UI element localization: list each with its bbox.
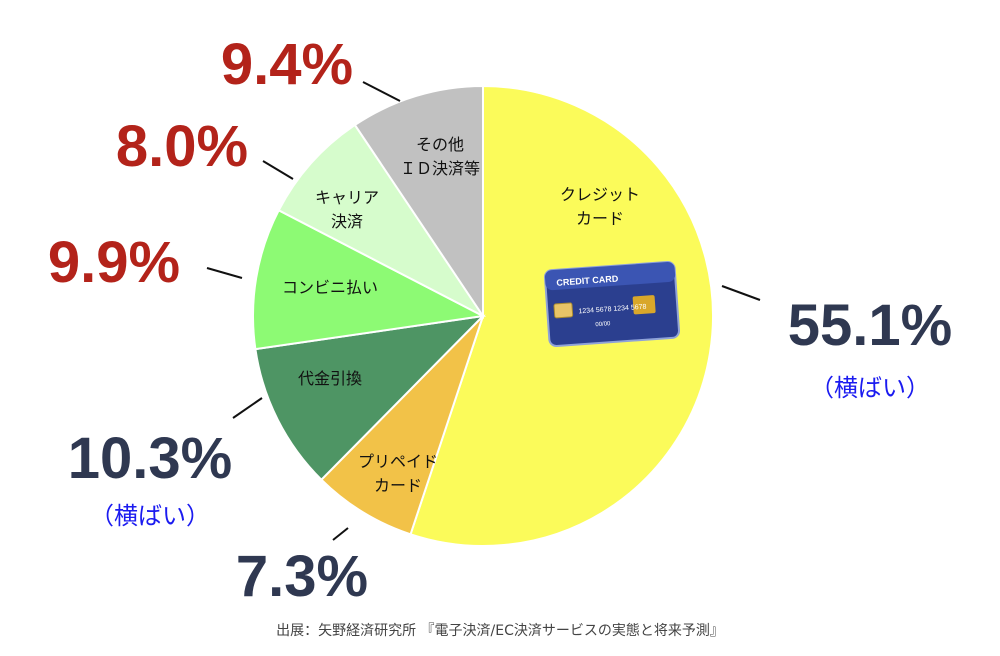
slice-label-1: プリペイドカード: [358, 452, 438, 495]
percent-label-1: 7.3%: [236, 544, 368, 609]
leader-line-2: [232, 397, 263, 419]
percent-label-4: 8.0%: [116, 114, 248, 179]
card-expiry: 00/00: [595, 321, 611, 328]
card-band: [544, 262, 676, 291]
pie-slice-4: [277, 123, 484, 317]
pie-slice-1: [319, 315, 484, 536]
trend-note-0: （横ばい）: [810, 374, 930, 402]
slice-label-2: 代金引換: [298, 369, 362, 388]
percent-label-3: 9.9%: [48, 230, 180, 295]
pie-slice-5: [353, 84, 484, 320]
percent-label-5: 9.4%: [221, 32, 353, 97]
trend-note-2: （横ばい）: [90, 502, 210, 530]
percent-label-2: 10.3%: [68, 426, 232, 491]
leader-line-5: [362, 81, 401, 102]
card-number: 1234 5678 1234 5678: [578, 304, 647, 316]
slice-label-0: クレジットカード: [560, 185, 640, 228]
slice-label-3: コンビニ払い: [282, 278, 378, 297]
leader-line-3: [206, 267, 243, 279]
card-chip: [553, 302, 574, 319]
pie-slice-3: [252, 208, 487, 351]
credit-card-icon: CREDIT CARD 1234 5678 1234 5678 00/00: [543, 261, 681, 347]
leader-line-4: [262, 160, 294, 180]
card-title: CREDIT CARD: [556, 273, 619, 287]
source-caption: 出展：矢野経済研究所 『電子決済/EC決済サービスの実態と将来予測』: [276, 623, 724, 639]
card-hologram: [632, 295, 656, 315]
pie-slice-2: [254, 314, 486, 482]
leader-line-1: [332, 527, 349, 541]
slice-label-4: キャリア決済: [315, 188, 379, 231]
slice-label-5: その他ＩＤ決済等: [400, 135, 480, 178]
leader-line-0: [721, 285, 761, 301]
percent-label-0: 55.1%: [788, 293, 952, 358]
